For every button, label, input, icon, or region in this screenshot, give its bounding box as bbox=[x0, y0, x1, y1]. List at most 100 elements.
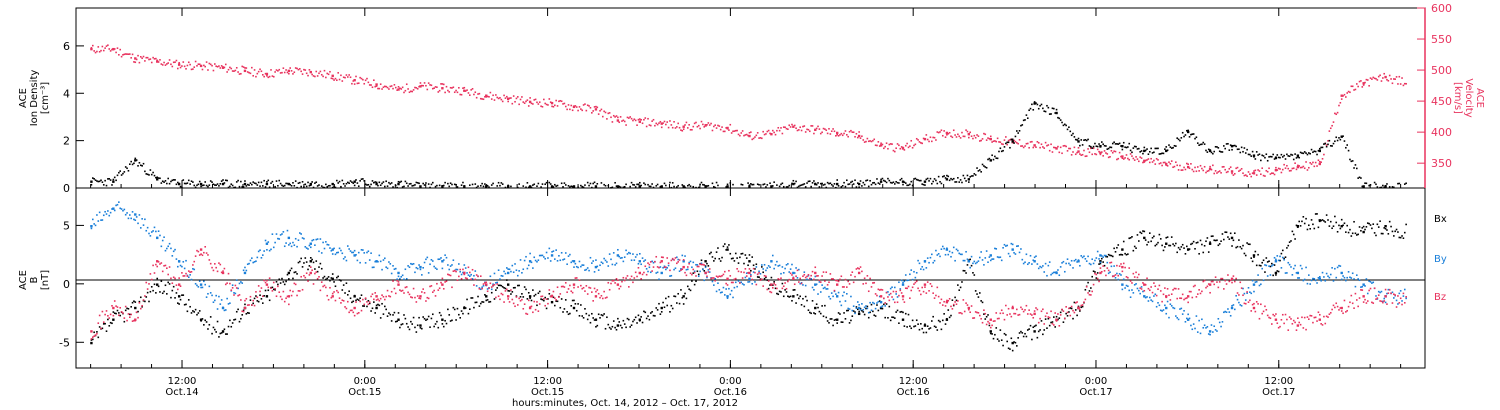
data-point bbox=[621, 120, 623, 122]
data-point bbox=[682, 303, 685, 305]
data-point bbox=[1260, 159, 1262, 162]
data-point bbox=[344, 292, 346, 294]
data-point bbox=[994, 140, 996, 142]
data-point bbox=[1058, 317, 1061, 319]
data-point bbox=[762, 271, 764, 274]
data-point bbox=[954, 181, 956, 183]
data-point bbox=[951, 178, 954, 181]
data-point bbox=[547, 104, 549, 106]
data-point bbox=[807, 180, 810, 183]
data-point bbox=[921, 327, 924, 330]
data-point bbox=[170, 296, 172, 299]
data-point bbox=[734, 281, 737, 284]
data-point bbox=[1298, 220, 1301, 223]
data-point bbox=[1210, 151, 1213, 154]
data-point bbox=[922, 268, 925, 271]
data-point bbox=[166, 293, 168, 295]
data-point bbox=[1377, 75, 1380, 78]
data-point bbox=[547, 302, 549, 305]
data-point bbox=[980, 300, 982, 302]
data-point bbox=[1265, 257, 1268, 259]
data-point bbox=[722, 273, 725, 276]
data-point bbox=[499, 278, 501, 280]
data-point bbox=[146, 226, 149, 229]
sample-point bbox=[441, 185, 444, 188]
data-point bbox=[1246, 242, 1248, 244]
data-point bbox=[1103, 264, 1106, 267]
data-point bbox=[826, 132, 829, 135]
data-point bbox=[874, 144, 877, 147]
data-point bbox=[877, 182, 880, 184]
data-point bbox=[1009, 139, 1011, 141]
data-point bbox=[1151, 291, 1154, 294]
sample-point bbox=[638, 271, 641, 275]
data-point bbox=[1120, 274, 1122, 276]
data-point bbox=[983, 165, 985, 167]
sample-point bbox=[375, 295, 378, 298]
data-point bbox=[279, 182, 282, 185]
data-point bbox=[102, 214, 105, 217]
data-point bbox=[802, 183, 804, 186]
data-point bbox=[1335, 113, 1338, 116]
data-point bbox=[893, 150, 896, 153]
data-point bbox=[921, 142, 924, 145]
data-point bbox=[843, 286, 845, 288]
data-point bbox=[263, 179, 265, 182]
data-point bbox=[1002, 143, 1004, 146]
data-point bbox=[1173, 144, 1176, 147]
data-point bbox=[1266, 275, 1269, 277]
data-point bbox=[187, 299, 190, 301]
data-point bbox=[1053, 271, 1055, 274]
sample-point bbox=[112, 207, 115, 210]
data-point bbox=[552, 296, 555, 299]
data-point bbox=[473, 284, 475, 286]
data-point bbox=[630, 324, 633, 327]
data-point bbox=[959, 179, 962, 181]
data-point bbox=[330, 277, 333, 279]
data-point bbox=[157, 261, 160, 263]
data-point bbox=[651, 270, 653, 272]
data-point bbox=[1353, 220, 1355, 223]
data-point bbox=[218, 65, 220, 67]
data-point bbox=[394, 184, 397, 187]
data-point bbox=[769, 132, 771, 135]
data-point bbox=[1353, 278, 1355, 280]
sample-point bbox=[199, 318, 203, 321]
data-point bbox=[255, 291, 257, 293]
data-point bbox=[889, 287, 892, 290]
data-point bbox=[1087, 148, 1089, 150]
data-point bbox=[157, 230, 160, 233]
data-point bbox=[758, 270, 760, 273]
data-point bbox=[988, 157, 991, 160]
data-point bbox=[803, 305, 806, 308]
data-point bbox=[926, 325, 929, 328]
data-point bbox=[1169, 244, 1172, 247]
data-point bbox=[692, 185, 695, 188]
data-point bbox=[729, 293, 732, 296]
data-point bbox=[411, 296, 414, 299]
data-point bbox=[939, 131, 941, 133]
data-point bbox=[176, 288, 179, 291]
data-point bbox=[659, 261, 662, 264]
data-point bbox=[159, 291, 161, 293]
data-point bbox=[266, 279, 268, 282]
data-point bbox=[460, 278, 463, 280]
data-point bbox=[1125, 146, 1128, 149]
data-point bbox=[522, 268, 525, 271]
data-point bbox=[1053, 324, 1055, 326]
data-point bbox=[371, 307, 374, 310]
data-point bbox=[880, 306, 882, 308]
data-point bbox=[283, 245, 286, 248]
data-point bbox=[1054, 312, 1056, 314]
sample-point bbox=[331, 74, 334, 78]
data-point bbox=[327, 185, 330, 187]
data-point bbox=[652, 261, 655, 264]
data-point bbox=[815, 275, 818, 277]
data-point bbox=[1096, 277, 1099, 280]
data-point bbox=[467, 266, 470, 269]
data-point bbox=[540, 298, 542, 300]
data-point bbox=[1098, 280, 1100, 283]
data-point bbox=[289, 269, 292, 272]
bottom-panel-frame bbox=[75, 187, 1426, 369]
data-point bbox=[111, 208, 113, 210]
